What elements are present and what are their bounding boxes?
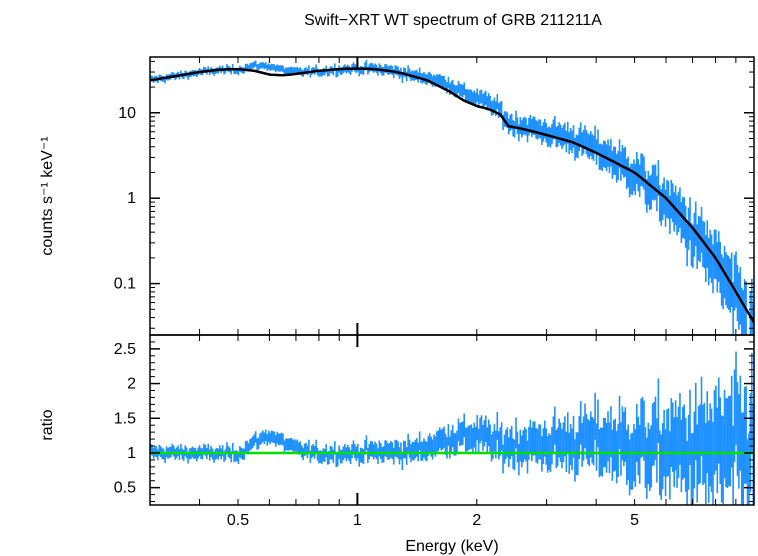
y-tick-label: 0.5 xyxy=(114,480,136,497)
ratio-y-ticks: 0.5 1 1.5 2 2.5 xyxy=(114,341,754,503)
y-tick-label: 0.1 xyxy=(114,276,136,293)
spectrum-y-axis-label: counts s⁻¹ keV⁻¹ xyxy=(39,136,56,255)
chart-title: Swift−XRT WT spectrum of GRB 211211A xyxy=(304,12,602,29)
x-tick-label: 2 xyxy=(472,512,481,529)
x-tick-label: 0.5 xyxy=(227,512,249,529)
ratio-y-axis-label: ratio xyxy=(39,409,56,440)
y-tick-label: 10 xyxy=(118,105,136,122)
x-axis-label: Energy (keV) xyxy=(405,538,498,555)
ratio-data-points xyxy=(149,351,755,505)
y-tick-label: 1 xyxy=(127,190,136,207)
spectrum-x-ticks xyxy=(199,57,737,335)
spectrum-y-ticks: 0.1 1 10 xyxy=(114,60,754,329)
y-tick-label: 1 xyxy=(127,445,136,462)
x-tick-label: 1 xyxy=(353,512,362,529)
spectrum-model-line xyxy=(149,67,756,324)
x-tick-label: 5 xyxy=(630,512,639,529)
y-tick-label: 2.5 xyxy=(114,341,136,358)
ratio-panel-frame xyxy=(149,334,755,506)
y-tick-label: 2 xyxy=(127,376,136,393)
y-tick-label: 1.5 xyxy=(114,410,136,427)
ratio-x-ticks: 0.5 1 2 5 xyxy=(199,335,737,529)
